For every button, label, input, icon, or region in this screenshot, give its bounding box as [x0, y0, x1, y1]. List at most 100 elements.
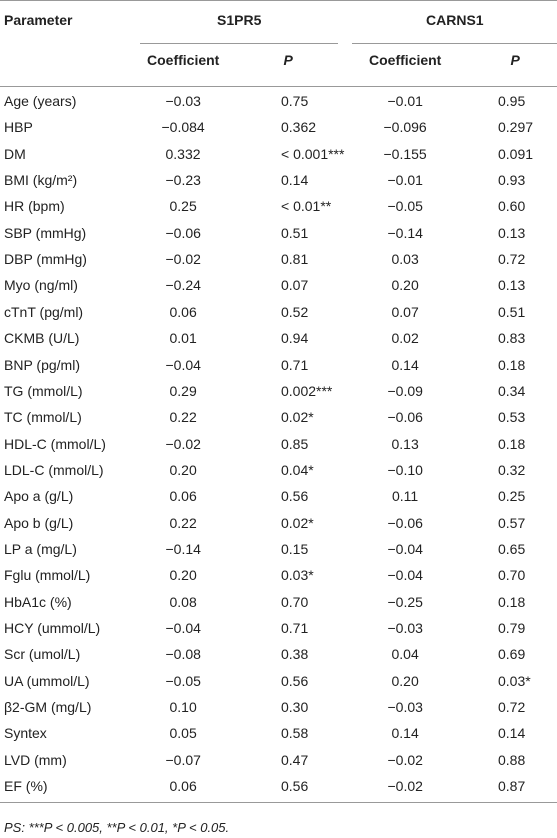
top-rule	[0, 0, 557, 1]
header-rule	[0, 86, 557, 87]
cell: 0.57	[498, 514, 526, 531]
row-label: Apo b (g/L)	[4, 514, 74, 531]
cell: 0.30	[281, 699, 309, 716]
cell: −0.24	[165, 277, 201, 294]
cell: 0.20	[169, 567, 197, 584]
cell: 0.06	[169, 303, 197, 320]
cell: 0.06	[169, 488, 197, 505]
cell: < 0.001***	[281, 145, 345, 162]
row-label: HBP	[4, 119, 33, 136]
cell: 0.332	[165, 145, 201, 162]
cell: −0.03	[387, 699, 423, 716]
cell: 0.03	[391, 251, 419, 268]
row-label: Syntex	[4, 725, 47, 742]
row-label: BNP (pg/ml)	[4, 356, 80, 373]
cell: 0.08	[169, 593, 197, 610]
cell: −0.02	[387, 778, 423, 795]
cell: −0.14	[165, 540, 201, 557]
cell: 0.18	[498, 356, 526, 373]
cell: 0.65	[498, 540, 526, 557]
cell: 0.20	[391, 672, 419, 689]
cell: −0.096	[383, 119, 427, 136]
row-label: HDL-C (mmol/L)	[4, 435, 106, 452]
cell: 0.56	[281, 672, 309, 689]
cell: 0.03*	[281, 567, 314, 584]
bottom-rule	[0, 802, 557, 803]
cell: 0.22	[169, 514, 197, 531]
row-label: TC (mmol/L)	[4, 409, 82, 426]
cell: −0.07	[165, 751, 201, 768]
cell: 0.297	[498, 119, 534, 136]
cell: 0.56	[281, 778, 309, 795]
cell: 0.88	[498, 751, 526, 768]
subheader-cell: Coefficient	[369, 52, 442, 68]
cell: −0.04	[165, 620, 201, 636]
cell: 0.362	[281, 119, 317, 136]
cell: 0.79	[498, 620, 526, 636]
row-label: LDL-C (mmol/L)	[4, 461, 104, 478]
cell: −0.03	[387, 620, 423, 636]
cell: 0.02	[391, 330, 419, 347]
cell: 0.04*	[281, 461, 314, 478]
cell: 0.15	[281, 540, 309, 557]
row-label: BMI (kg/m²)	[4, 172, 78, 189]
cell: 0.10	[169, 699, 197, 716]
footnote: PS: ***P < 0.005, **P < 0.01, *P < 0.05.	[4, 820, 230, 835]
cell: 0.02*	[281, 409, 314, 426]
cell: −0.05	[165, 672, 201, 689]
cell: 0.091	[498, 145, 534, 162]
cell: 0.29	[169, 382, 197, 399]
row-label: TG (mmol/L)	[4, 382, 83, 399]
cell: −0.03	[165, 93, 201, 109]
cell: 0.71	[281, 620, 309, 636]
cell: −0.01	[387, 172, 423, 189]
cell: 0.75	[281, 93, 309, 109]
cell: 0.94	[281, 330, 309, 347]
row-label: DM	[4, 145, 26, 162]
cell: −0.09	[387, 382, 423, 399]
cell: 0.72	[498, 699, 526, 716]
cell: −0.06	[165, 224, 201, 241]
cell: −0.14	[387, 224, 423, 241]
row-label: Fglu (mmol/L)	[4, 567, 91, 584]
row-label: HbA1c (%)	[4, 593, 72, 610]
cell: 0.25	[169, 198, 197, 215]
cell: 0.47	[281, 751, 309, 768]
cell: 0.04	[391, 646, 419, 663]
cell: −0.155	[383, 145, 427, 162]
group-rule	[352, 43, 557, 44]
header-cell: Parameter	[4, 12, 73, 28]
row-label: EF (%)	[4, 778, 48, 795]
cell: 0.18	[498, 435, 526, 452]
cell: 0.01	[169, 330, 197, 347]
cell: 0.70	[498, 567, 526, 584]
cell: −0.25	[387, 593, 423, 610]
cell: 0.93	[498, 172, 526, 189]
cell: −0.23	[165, 172, 201, 189]
cell: 0.38	[281, 646, 309, 663]
row-label: LVD (mm)	[4, 751, 67, 768]
cell: 0.60	[498, 198, 526, 215]
cell: 0.14	[391, 356, 419, 373]
row-label: Apo a (g/L)	[4, 488, 74, 505]
row-label: Age (years)	[4, 93, 77, 109]
cell: 0.05	[169, 725, 197, 742]
cell: 0.22	[169, 409, 197, 426]
cell: 0.14	[281, 172, 309, 189]
cell: −0.084	[161, 119, 205, 136]
cell: 0.18	[498, 593, 526, 610]
subheader-cell: P	[510, 52, 520, 68]
cell: −0.01	[387, 93, 423, 109]
cell: 0.52	[281, 303, 309, 320]
row-label: LP a (mg/L)	[4, 540, 77, 557]
row-label: Scr (umol/L)	[4, 646, 81, 663]
cell: 0.002***	[281, 382, 333, 399]
header-cell: CARNS1	[426, 12, 484, 28]
cell: −0.06	[387, 409, 423, 426]
cell: 0.95	[498, 93, 526, 109]
row-label: cTnT (pg/ml)	[4, 303, 84, 320]
cell: −0.02	[387, 751, 423, 768]
cell: 0.71	[281, 356, 309, 373]
row-label: Myo (ng/ml)	[4, 277, 78, 294]
cell: 0.34	[498, 382, 526, 399]
